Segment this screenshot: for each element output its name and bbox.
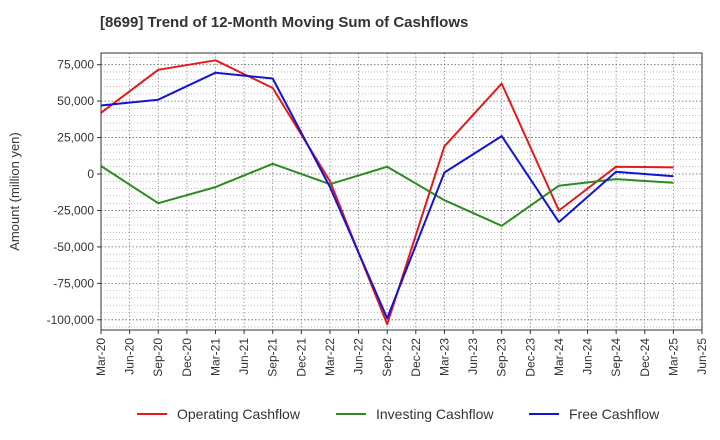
y-tick-label: 75,000 (57, 58, 94, 72)
y-tick-label: -50,000 (53, 240, 94, 254)
x-tick-label: Dec-23 (523, 338, 537, 377)
y-tick-label: -25,000 (53, 203, 94, 217)
x-tick-label: Jun-24 (581, 338, 595, 375)
x-tick-label: Sep-23 (495, 338, 509, 377)
y-tick-label: 0 (87, 167, 94, 181)
plot-area (101, 53, 702, 330)
investing-cashflow-legend-label: Investing Cashflow (376, 406, 494, 422)
free-cashflow-line (100, 71, 674, 320)
x-tick-label: Sep-24 (609, 338, 623, 377)
x-tick-label: Dec-20 (180, 338, 194, 377)
x-tick-label: Jun-22 (352, 338, 366, 375)
x-tick-label: Mar-21 (208, 338, 222, 376)
chart-title: [8699] Trend of 12-Month Moving Sum of C… (100, 14, 469, 31)
x-tick-label: Mar-25 (666, 338, 680, 376)
operating-cashflow-line (100, 59, 674, 326)
x-tick-label: Dec-24 (638, 338, 652, 377)
free-cashflow-legend-label: Free Cashflow (569, 406, 660, 422)
x-tick-label: Jun-25 (695, 338, 709, 375)
x-tick-label: Sep-21 (266, 338, 280, 377)
x-tick-label: Sep-22 (380, 338, 394, 377)
y-axis-label: Amount (million yen) (7, 132, 22, 251)
x-tick-label: Mar-24 (552, 338, 566, 376)
y-tick-label: 50,000 (57, 94, 94, 108)
y-tick-label: -75,000 (53, 276, 94, 290)
x-tick-label: Jun-21 (237, 338, 251, 375)
x-tick-label: Mar-20 (94, 338, 108, 376)
investing-cashflow-line (100, 162, 674, 227)
x-tick-label: Dec-22 (409, 338, 423, 377)
y-tick-label: -100,000 (47, 313, 95, 327)
x-tick-label: Jun-23 (466, 338, 480, 375)
x-tick-label: Sep-20 (151, 338, 165, 377)
operating-cashflow-legend-label: Operating Cashflow (177, 406, 301, 422)
x-tick-label: Mar-23 (437, 338, 451, 376)
plot-border (100, 52, 703, 331)
x-tick-label: Dec-21 (294, 338, 308, 377)
x-tick-label: Jun-20 (123, 338, 137, 375)
y-tick-label: 25,000 (57, 131, 94, 145)
x-tick-label: Mar-22 (323, 338, 337, 376)
